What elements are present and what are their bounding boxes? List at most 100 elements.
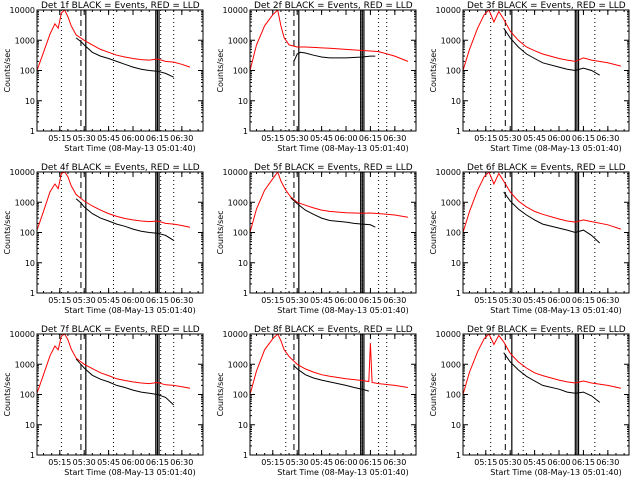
lld-series-line xyxy=(463,172,622,233)
x-tick-label: 05:45 xyxy=(97,458,120,467)
y-tick-label: 10 xyxy=(25,421,35,430)
y-tick-label: 1 xyxy=(456,127,461,136)
x-axis-label: Start Time (08-May-13 05:01:40) xyxy=(277,468,408,477)
y-tick-label: 10000 xyxy=(10,6,35,15)
panel-title: Det 8f BLACK = Events, RED = LLD xyxy=(254,325,413,335)
plot-frame xyxy=(249,171,417,294)
detector-panel: Det 3f BLACK = Events, RED = LLD 1 10 100 10… xyxy=(429,1,630,153)
lld-series-line xyxy=(250,334,408,395)
y-tick-label: 1 xyxy=(30,289,35,298)
y-tick-label: 1000 xyxy=(15,36,35,45)
y-tick-label: 10000 xyxy=(436,168,461,177)
lld-series-line xyxy=(250,172,408,233)
detector-panel: Det 9f BLACK = Events, RED = LLD 1 10 100 10… xyxy=(429,325,630,477)
y-tick-label: 100 xyxy=(233,229,248,238)
x-tick-label: 05:15 xyxy=(261,296,284,305)
detector-panel: Det 7f BLACK = Events, RED = LLD 1 10 100 10… xyxy=(3,325,204,477)
plot-frame xyxy=(249,333,417,456)
x-tick-label: 06:30 xyxy=(383,296,406,305)
detector-panel: Det 2f BLACK = Events, RED = LLD 1 10 100 10… xyxy=(216,1,417,153)
x-tick-label: 05:45 xyxy=(97,134,120,143)
x-tick-label: 05:30 xyxy=(499,134,522,143)
y-tick-label: 10 xyxy=(25,97,35,106)
y-tick-label: 1 xyxy=(456,289,461,298)
x-tick-label: 05:45 xyxy=(310,134,333,143)
events-series-line xyxy=(290,197,376,228)
y-tick-label: 1000 xyxy=(15,360,35,369)
x-tick-label: 05:15 xyxy=(48,458,71,467)
x-tick-label: 06:15 xyxy=(146,296,169,305)
x-axis-label: Start Time (08-May-13 05:01:40) xyxy=(277,144,408,153)
panel-title: Det 3f BLACK = Events, RED = LLD xyxy=(467,1,626,11)
y-tick-label: 10 xyxy=(238,97,248,106)
x-tick-label: 06:15 xyxy=(359,296,382,305)
y-axis-label: Counts/sec xyxy=(429,48,438,92)
x-tick-label: 06:00 xyxy=(334,296,357,305)
y-tick-label: 1000 xyxy=(441,198,461,207)
detector-panel: Det 4f BLACK = Events, RED = LLD 1 10 100 10… xyxy=(3,163,204,315)
x-axis-label: Start Time (08-May-13 05:01:40) xyxy=(64,144,195,153)
y-tick-label: 1 xyxy=(243,127,248,136)
y-tick-label: 10 xyxy=(451,259,461,268)
x-tick-label: 06:15 xyxy=(572,458,595,467)
x-tick-label: 06:15 xyxy=(359,134,382,143)
x-tick-label: 05:45 xyxy=(310,296,333,305)
x-tick-label: 05:30 xyxy=(73,134,96,143)
y-tick-label: 1000 xyxy=(228,198,248,207)
y-tick-label: 1000 xyxy=(228,360,248,369)
y-tick-label: 100 xyxy=(233,391,248,400)
y-tick-label: 10000 xyxy=(223,330,248,339)
x-tick-label: 06:30 xyxy=(596,458,619,467)
lld-series-line xyxy=(250,10,409,71)
lld-series-line xyxy=(37,172,191,231)
y-tick-label: 10000 xyxy=(223,168,248,177)
y-tick-label: 10 xyxy=(238,421,248,430)
panel-title: Det 9f BLACK = Events, RED = LLD xyxy=(467,325,626,335)
y-tick-label: 1 xyxy=(456,451,461,460)
y-axis-label: Counts/sec xyxy=(3,210,12,254)
events-series-line xyxy=(75,358,175,406)
x-tick-label: 05:30 xyxy=(73,296,96,305)
y-tick-label: 1000 xyxy=(228,36,248,45)
plot-frame xyxy=(36,9,204,132)
y-tick-label: 100 xyxy=(446,67,461,76)
y-tick-label: 1000 xyxy=(15,198,35,207)
y-tick-label: 1000 xyxy=(441,360,461,369)
y-tick-label: 100 xyxy=(446,391,461,400)
y-tick-label: 10 xyxy=(238,259,248,268)
events-series-line xyxy=(503,191,601,244)
x-tick-label: 06:30 xyxy=(383,134,406,143)
x-tick-label: 05:30 xyxy=(499,296,522,305)
events-series-line xyxy=(503,27,600,76)
events-series-line xyxy=(75,198,174,241)
x-tick-label: 06:30 xyxy=(170,458,193,467)
x-tick-label: 05:30 xyxy=(286,458,309,467)
x-tick-label: 06:15 xyxy=(572,134,595,143)
y-axis-label: Counts/sec xyxy=(216,210,225,254)
panel-title: Det 5f BLACK = Events, RED = LLD xyxy=(254,163,413,173)
y-tick-label: 1 xyxy=(243,289,248,298)
x-tick-label: 06:30 xyxy=(170,296,193,305)
plot-frame xyxy=(36,171,204,294)
x-tick-label: 05:15 xyxy=(474,134,497,143)
x-tick-label: 05:30 xyxy=(286,296,309,305)
y-tick-label: 1 xyxy=(30,451,35,460)
x-axis-label: Start Time (08-May-13 05:01:40) xyxy=(490,144,621,153)
panel-title: Det 2f BLACK = Events, RED = LLD xyxy=(254,1,413,11)
x-tick-label: 05:30 xyxy=(499,458,522,467)
x-tick-label: 06:30 xyxy=(383,458,406,467)
x-tick-label: 06:00 xyxy=(121,134,144,143)
y-axis-label: Counts/sec xyxy=(429,210,438,254)
x-tick-label: 05:45 xyxy=(523,458,546,467)
x-tick-label: 05:30 xyxy=(73,458,96,467)
plot-frame xyxy=(462,9,630,132)
x-tick-label: 06:00 xyxy=(121,296,144,305)
plot-frame xyxy=(249,9,417,132)
events-series-line xyxy=(503,352,601,403)
x-axis-label: Start Time (08-May-13 05:01:40) xyxy=(64,306,195,315)
x-tick-label: 06:30 xyxy=(596,296,619,305)
x-tick-label: 05:30 xyxy=(286,134,309,143)
x-tick-label: 06:15 xyxy=(572,296,595,305)
y-tick-label: 10000 xyxy=(436,330,461,339)
y-tick-label: 10000 xyxy=(436,6,461,15)
